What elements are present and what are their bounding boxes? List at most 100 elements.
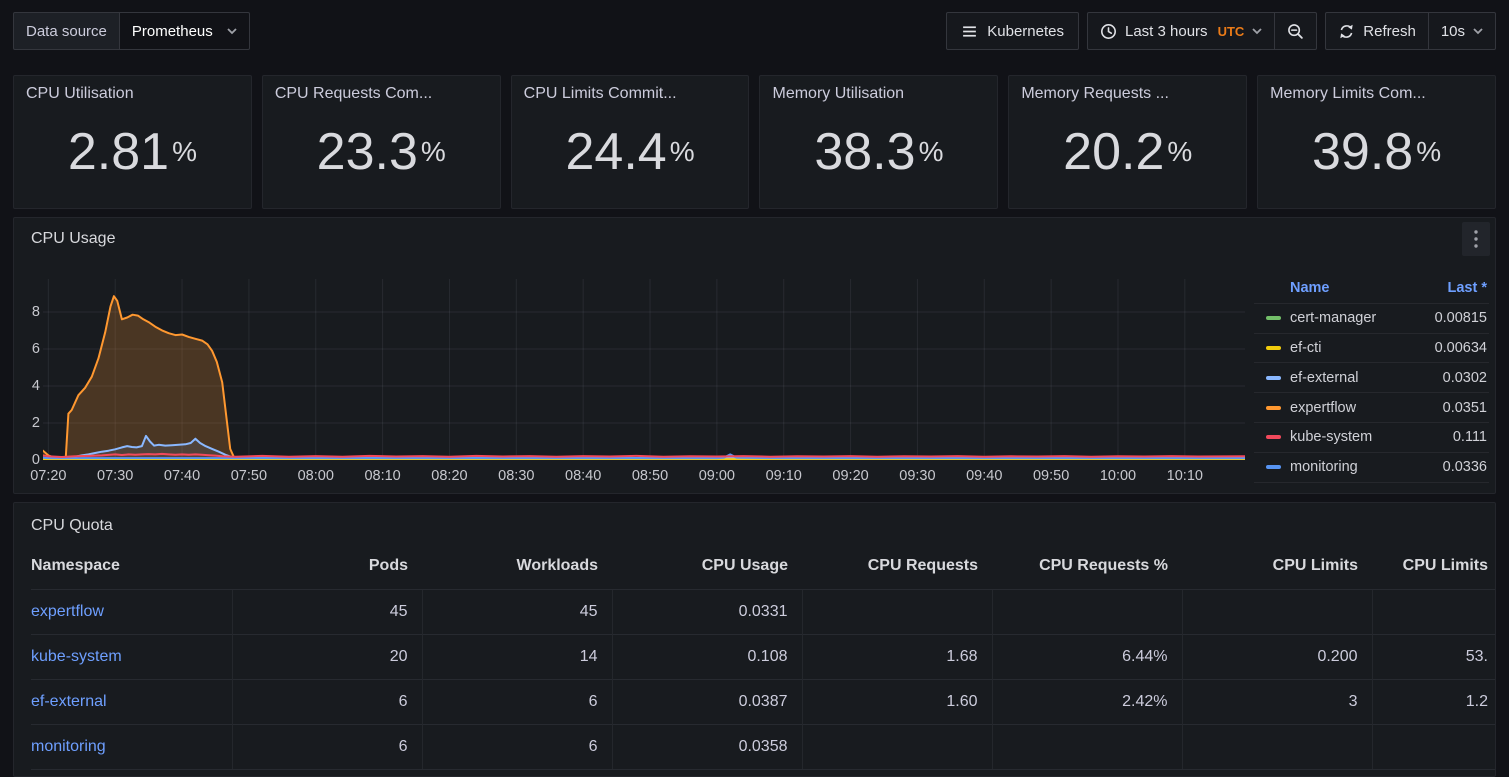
legend-header: Name Last * xyxy=(1254,274,1489,304)
legend-series-name[interactable]: ef-cti xyxy=(1290,339,1322,356)
x-axis-label: 09:40 xyxy=(966,468,1003,484)
datasource-picker: Data source Prometheus xyxy=(13,12,250,50)
legend-series-name[interactable]: kube-system xyxy=(1290,429,1373,446)
table-row: monitoring 6 6 0.0358 xyxy=(31,723,1495,770)
time-controls: Last 3 hours UTC xyxy=(1087,12,1318,50)
stat-value: 2.81 xyxy=(67,122,170,181)
cell-workloads: 6 xyxy=(421,678,612,724)
col-header-workloads[interactable]: Workloads xyxy=(516,556,599,574)
time-range-label: Last 3 hours xyxy=(1125,22,1208,40)
legend-series-name[interactable]: ef-external xyxy=(1290,369,1359,386)
series-swatch xyxy=(1266,345,1281,350)
stat-row: CPU Utilisation 2.81% CPU Requests Com..… xyxy=(13,75,1496,209)
legend-name-header[interactable]: Name xyxy=(1290,280,1330,297)
legend-row[interactable]: kube-system 0.111 xyxy=(1254,423,1489,453)
legend-row[interactable]: ef-external 0.0302 xyxy=(1254,363,1489,394)
legend-row[interactable]: monitoring 0.0336 xyxy=(1254,453,1489,483)
stat-title: CPU Requests Com... xyxy=(274,85,433,102)
legend-series-name[interactable]: expertflow xyxy=(1290,399,1357,416)
series-swatch xyxy=(1266,316,1281,321)
cpu-usage-chart[interactable] xyxy=(43,279,1245,460)
cpu-quota-panel: CPU Quota Namespace Pods Workloads CPU U… xyxy=(13,502,1496,777)
col-header-pods[interactable]: Pods xyxy=(368,556,408,574)
stat-title: Memory Utilisation xyxy=(772,85,905,102)
legend-row[interactable]: ef-cti 0.00634 xyxy=(1254,334,1489,364)
cell-cpu-requests-pct xyxy=(991,723,1182,770)
time-range-picker[interactable]: Last 3 hours UTC xyxy=(1088,13,1274,49)
x-axis-label: 08:30 xyxy=(498,468,535,484)
table-row: kube-system 20 14 0.108 1.68 6.44% 0.200… xyxy=(31,633,1495,679)
col-header-cpu-usage[interactable]: CPU Usage xyxy=(701,556,788,574)
cell-cpu-requests-pct: 2.42% xyxy=(991,678,1182,724)
x-axis-label: 07:20 xyxy=(30,468,67,484)
legend-series-last: 0.0351 xyxy=(1442,399,1487,416)
x-axis-label: 07:30 xyxy=(97,468,134,484)
dashboard-button-label: Kubernetes xyxy=(987,22,1064,40)
cell-cpu-limits-pct xyxy=(1371,588,1495,634)
cpu-quota-table: Namespace Pods Workloads CPU Usage CPU R… xyxy=(31,549,1495,770)
y-axis-label: 6 xyxy=(31,340,40,357)
stat-title: Memory Limits Com... xyxy=(1270,85,1426,102)
table-row: expertflow 45 45 0.0331 xyxy=(31,588,1495,634)
stat-panel-memory-utilisation: Memory Utilisation 38.3% xyxy=(759,75,999,209)
col-header-cpu-limits-pct[interactable]: CPU Limits xyxy=(1402,556,1488,574)
y-axis-label: 2 xyxy=(31,414,40,431)
datasource-select[interactable]: Prometheus xyxy=(118,12,250,50)
x-axis-label: 09:10 xyxy=(765,468,802,484)
toolbar-right: Kubernetes Last 3 hours UTC xyxy=(946,12,1496,50)
stat-panel-cpu-requests: CPU Requests Com... 23.3% xyxy=(261,75,501,209)
col-header-cpu-requests[interactable]: CPU Requests xyxy=(867,556,978,574)
divider xyxy=(1274,13,1276,49)
x-axis-label: 08:40 xyxy=(565,468,602,484)
col-header-cpu-requests-pct[interactable]: CPU Requests % xyxy=(1039,556,1168,574)
col-header-cpu-limits[interactable]: CPU Limits xyxy=(1272,556,1358,574)
cpu-quota-title[interactable]: CPU Quota xyxy=(31,517,113,534)
stat-title: Memory Requests ... xyxy=(1021,85,1169,102)
cell-pods: 6 xyxy=(231,678,422,724)
x-axis-label: 09:50 xyxy=(1032,468,1070,484)
x-axis-label: 10:10 xyxy=(1166,468,1203,484)
stat-unit: % xyxy=(172,135,197,167)
cell-cpu-usage: 0.0331 xyxy=(611,588,802,634)
series-swatch xyxy=(1266,405,1281,410)
refresh-label: Refresh xyxy=(1363,22,1416,40)
cpu-usage-title[interactable]: CPU Usage xyxy=(31,230,116,247)
stat-panel-cpu-limits: CPU Limits Commit... 24.4% xyxy=(510,75,750,209)
legend-series-name[interactable]: cert-manager xyxy=(1290,310,1377,327)
x-axis: 07:20 07:30 07:40 07:50 08:00 08:10 08:20 08:30… xyxy=(30,468,1245,488)
namespace-link[interactable]: kube-system xyxy=(31,647,122,665)
col-header-namespace[interactable]: Namespace xyxy=(31,556,120,574)
legend-last-header[interactable]: Last * xyxy=(1447,280,1488,297)
namespace-link[interactable]: expertflow xyxy=(31,602,104,620)
stat-title: CPU Limits Commit... xyxy=(523,85,677,102)
refresh-interval-select[interactable]: 10s xyxy=(1429,13,1495,49)
namespace-link[interactable]: monitoring xyxy=(31,737,106,755)
cell-workloads: 6 xyxy=(421,723,612,770)
cell-cpu-requests-pct: 6.44% xyxy=(991,633,1182,679)
x-axis-label: 08:20 xyxy=(431,468,468,484)
series-swatch xyxy=(1266,375,1281,380)
stat-unit: % xyxy=(1416,135,1442,167)
cell-cpu-limits: 0.200 xyxy=(1181,633,1372,679)
hamburger-icon xyxy=(963,25,977,37)
stat-unit: % xyxy=(420,135,446,167)
stat-value: 24.4 xyxy=(565,122,667,181)
refresh-interval-value: 10s xyxy=(1440,22,1465,40)
stat-value: 39.8 xyxy=(1312,122,1414,181)
panel-menu-button[interactable] xyxy=(1462,222,1490,256)
refresh-button[interactable]: Refresh xyxy=(1326,13,1428,49)
namespace-link[interactable]: ef-external xyxy=(31,692,107,710)
cell-cpu-requests: 1.60 xyxy=(801,678,992,724)
table-header-row: Namespace Pods Workloads CPU Usage CPU R… xyxy=(31,549,1495,589)
zoom-out-time-button[interactable] xyxy=(1275,13,1316,49)
dashboard-menu-button[interactable]: Kubernetes xyxy=(946,12,1079,50)
legend-series-name[interactable]: monitoring xyxy=(1290,459,1358,476)
series-swatch xyxy=(1266,465,1281,470)
stat-unit: % xyxy=(918,135,944,167)
cell-cpu-limits-pct xyxy=(1371,723,1495,770)
legend-row[interactable]: expertflow 0.0351 xyxy=(1254,393,1489,423)
series-swatch xyxy=(1266,435,1281,440)
kebab-icon xyxy=(1474,230,1478,248)
legend-row[interactable]: cert-manager 0.00815 xyxy=(1254,304,1489,334)
